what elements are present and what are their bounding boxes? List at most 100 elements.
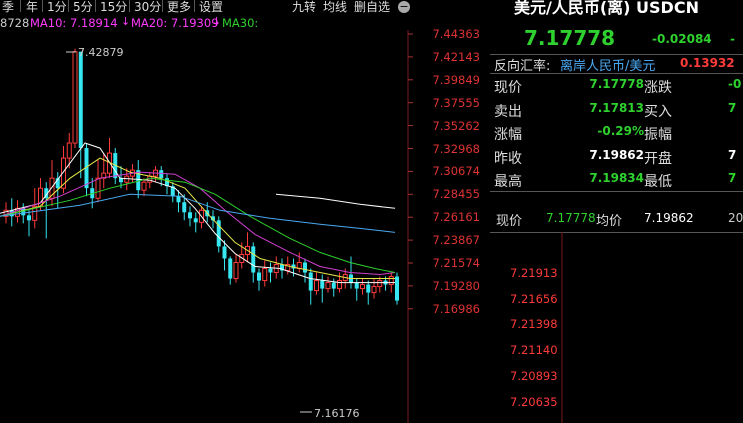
quote-field-label: 卖出	[494, 103, 522, 120]
candle-body	[147, 175, 153, 183]
quote-field-label: 最高	[494, 174, 522, 190]
candle-body	[251, 246, 256, 273]
divider	[490, 73, 743, 74]
moving-average-line	[275, 193, 396, 209]
candle-body	[66, 142, 72, 159]
candle-body	[61, 157, 66, 189]
candle-body	[84, 148, 89, 189]
price-tick-label: 7.30674	[432, 164, 480, 179]
quote-field-value: 7	[728, 147, 737, 162]
nine-turn-button[interactable]: 九转	[292, 0, 317, 14]
divider	[490, 232, 743, 233]
candle-body	[291, 264, 296, 269]
candle-body	[388, 276, 394, 286]
intraday-extra: 20	[728, 211, 743, 225]
candle-body	[188, 212, 192, 219]
arrow-down-icon: ↓	[212, 15, 222, 28]
candle-body	[320, 280, 325, 289]
quote-field-value: -0	[728, 77, 742, 91]
quote-field-value: 7.19834	[589, 171, 644, 185]
quote-field-value: 7.17813	[589, 100, 644, 115]
ma20-value: MA20: 7.19309	[131, 16, 219, 30]
period-toolbar: 季 年 1分 5分 15分 30分 更多 设置 九转 均线 删自选 −	[0, 0, 490, 14]
candle-body	[268, 268, 273, 273]
quote-field-label: 涨跌	[644, 80, 672, 96]
intraday-tick-label: 7.21398	[510, 317, 558, 332]
toolbar-divider	[20, 0, 21, 12]
candle-body	[78, 51, 83, 149]
current-price: 7.17778	[524, 26, 616, 50]
candle-body	[95, 177, 101, 199]
candle-body	[280, 264, 284, 271]
intraday-tick-label: 7.21656	[510, 291, 558, 306]
quote-panel: 美元/人民币(离) USDCN 7.17778 -0.02084 - 反向汇率:…	[490, 0, 743, 423]
period-year-tab[interactable]: 年	[26, 0, 39, 14]
candle-body	[233, 261, 239, 280]
candle-body	[159, 170, 164, 179]
remove-watchlist-button[interactable]: 删自选	[354, 0, 391, 14]
moving-average-line	[0, 177, 396, 273]
ma30-value: MA30:	[222, 16, 259, 30]
candle-body	[337, 280, 342, 290]
quote-field-label: 昨收	[494, 150, 522, 167]
candle-body	[257, 272, 261, 281]
toolbar-divider	[95, 0, 96, 12]
price-tick-label: 7.37555	[432, 95, 480, 110]
candle-body	[72, 51, 78, 144]
candle-body	[193, 218, 198, 223]
candle-body	[331, 282, 336, 289]
ma5-value: 8728	[0, 16, 30, 30]
candle-body	[165, 178, 169, 187]
quote-field-value: 7	[728, 171, 737, 185]
quote-field-label: 开盘	[644, 150, 672, 167]
intraday-now-value: 7.17778	[546, 211, 596, 225]
minus-icon[interactable]: −	[398, 0, 410, 13]
period-1min-tab[interactable]: 1分	[47, 0, 67, 14]
candle-body	[377, 280, 383, 288]
divider	[490, 191, 743, 192]
candle-body	[308, 272, 313, 291]
intraday-chart[interactable]	[490, 232, 743, 423]
candle-body	[170, 186, 175, 197]
price-tick-label: 7.39849	[432, 72, 480, 87]
candle-body	[354, 282, 359, 289]
low-price-label: 7.16176	[314, 407, 360, 420]
quote-field-value: 7.19862	[589, 147, 644, 162]
settings-button[interactable]: 设置	[199, 0, 224, 14]
moving-average-line	[0, 157, 395, 279]
candle-body	[228, 258, 233, 279]
candle-body	[360, 284, 365, 290]
ma10-value: MA10: 7.18914	[30, 16, 118, 30]
price-tick-label: 7.26161	[432, 210, 480, 225]
price-tick-label: 7.32968	[432, 141, 480, 156]
candle-body	[325, 282, 331, 290]
intraday-tick-label: 7.20635	[510, 394, 558, 409]
price-tick-label: 7.19280	[432, 278, 480, 293]
price-change: -0.02084	[652, 32, 712, 46]
quote-field-label: 振幅	[644, 127, 672, 143]
candle-body	[176, 196, 181, 203]
toolbar-divider	[162, 0, 163, 12]
period-season-tab[interactable]: 季	[2, 0, 15, 14]
high-price-label: 7.42879	[78, 46, 124, 59]
reverse-rate-link[interactable]: 离岸人民币/美元	[560, 59, 656, 74]
candle-body	[216, 220, 221, 247]
candle-body	[303, 262, 307, 273]
candle-body	[32, 205, 38, 221]
intraday-tick-label: 7.21913	[510, 266, 558, 280]
instrument-title: 美元/人民币(离) USDCN	[514, 0, 699, 17]
kline-chart[interactable]: 7.42879 7.16176	[0, 30, 490, 423]
period-15min-tab[interactable]: 15分	[100, 0, 128, 14]
period-5min-tab[interactable]: 5分	[73, 0, 93, 14]
period-30min-tab[interactable]: 30分	[134, 0, 162, 14]
price-tick-label: 7.42143	[432, 49, 480, 64]
quote-field-label: 最低	[644, 174, 672, 190]
quote-field-label: 买入	[644, 103, 672, 120]
candle-body	[285, 263, 291, 272]
ma-line-button[interactable]: 均线	[323, 0, 348, 14]
period-more-menu[interactable]: 更多	[167, 0, 192, 14]
price-axis: 7.44363 7.42143 7.39849 7.37555 7.35262 7.329…	[408, 27, 488, 423]
candle-body	[395, 276, 399, 301]
intraday-tick-label: 7.20893	[510, 368, 558, 383]
price-tick-label: 7.44363	[432, 27, 480, 41]
